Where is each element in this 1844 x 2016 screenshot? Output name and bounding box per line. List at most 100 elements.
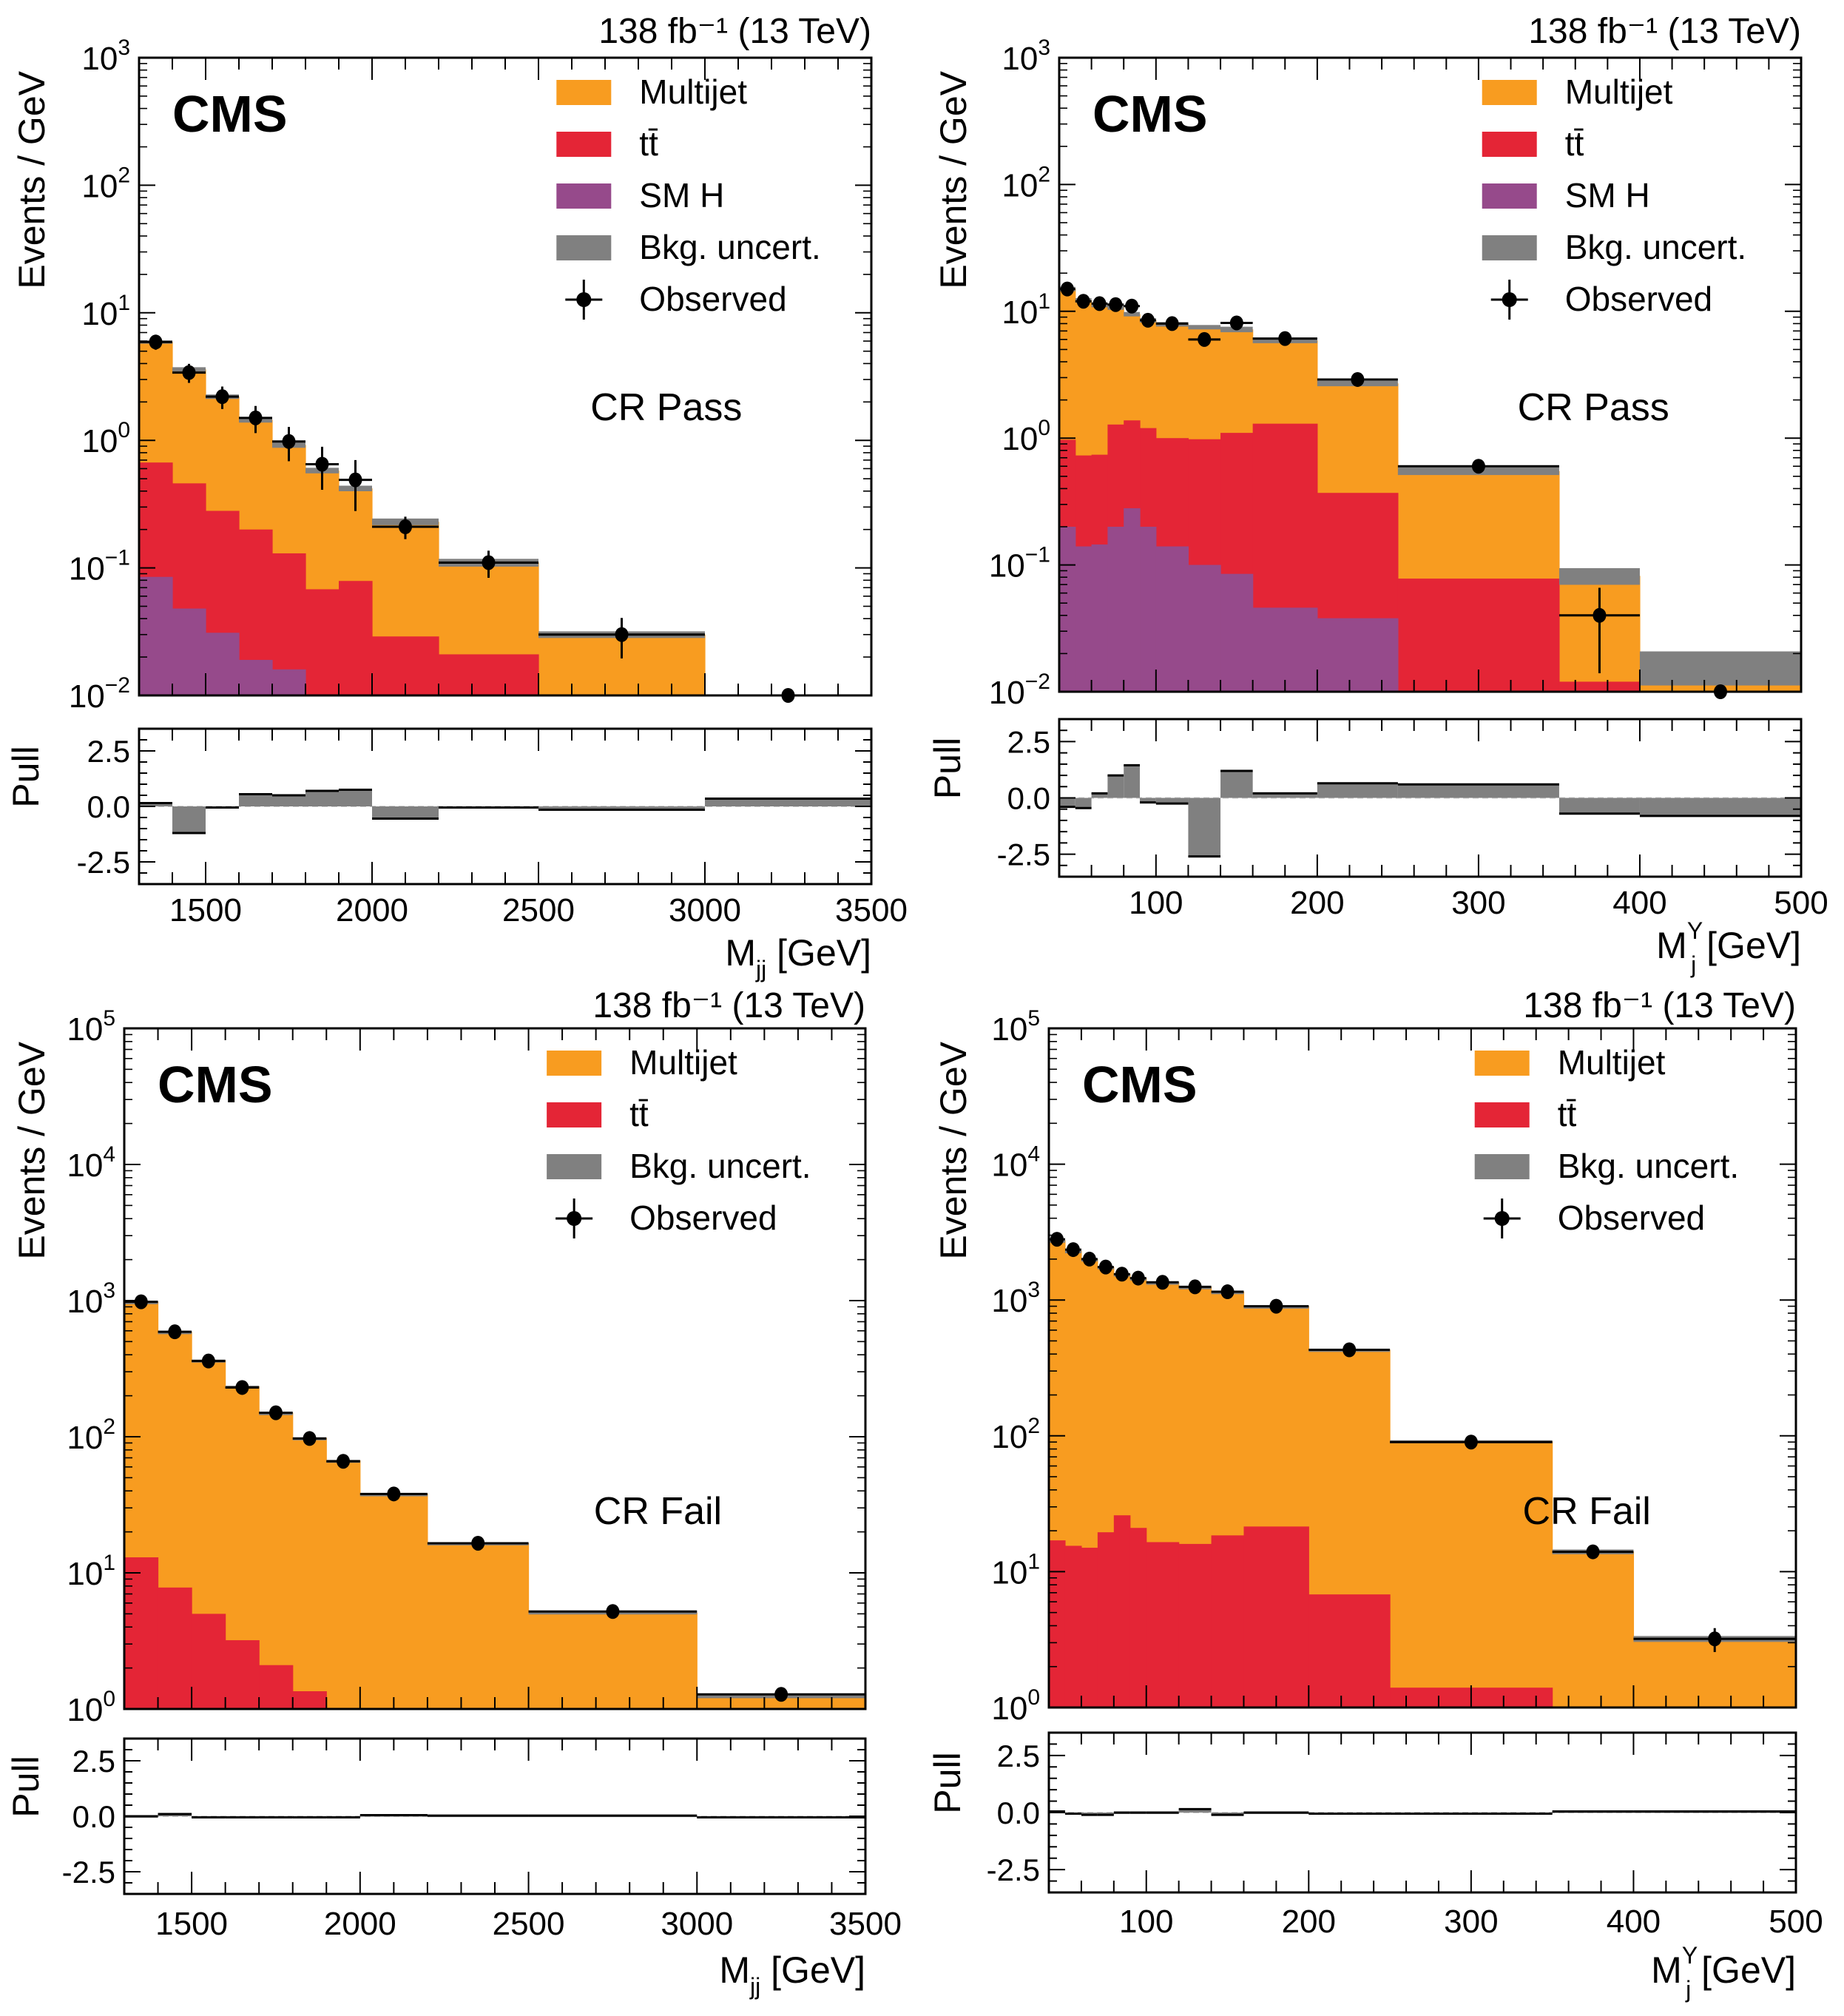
observed-point — [1220, 1284, 1235, 1300]
x-tick-label: 1500 — [169, 892, 242, 928]
main-frame — [1058, 56, 1803, 693]
x-tick-label: 2500 — [502, 892, 575, 928]
region-label: CR Pass — [1518, 386, 1669, 429]
observed-point — [1125, 298, 1139, 314]
y-tick-label: 102 — [81, 163, 130, 204]
uncert-band — [1639, 651, 1801, 686]
ttbar-bar — [1178, 1543, 1212, 1707]
x-tick-label: 100 — [1119, 1904, 1173, 1940]
pull-bar — [1211, 1813, 1244, 1816]
observed-point — [348, 472, 362, 488]
y-tick-base: 10 — [67, 1011, 103, 1048]
legend-swatch-multijet — [1474, 1051, 1530, 1076]
legend-swatch-uncert — [1482, 235, 1537, 260]
smh-bar — [1107, 527, 1124, 692]
y-tick-base: 10 — [989, 548, 1025, 584]
x-axis-title-main: M — [1656, 925, 1687, 966]
y-tick-exponent: 0 — [1027, 1685, 1040, 1710]
observed-point — [315, 456, 329, 472]
legend-label-observed: Observed — [1565, 280, 1712, 318]
legend-label-smh: SM H — [1565, 176, 1650, 215]
y-tick-exponent: −1 — [105, 546, 130, 570]
smh-bar — [1140, 527, 1157, 692]
x-axis-title: MY j [GeV] — [1651, 1942, 1796, 2003]
multijet-bar — [697, 1696, 866, 1709]
smh-bar — [1188, 564, 1221, 692]
legend-swatch-multijet — [556, 80, 612, 105]
y-tick-label: 101 — [67, 1551, 115, 1592]
observed-point — [337, 1454, 351, 1469]
legend-observed-marker — [1494, 1211, 1510, 1226]
pull-y-tick-label: 2.5 — [72, 1744, 115, 1779]
legend-swatch-uncert — [1474, 1154, 1530, 1179]
pull-y-tick-label: 2.5 — [997, 1739, 1040, 1773]
y-tick-base: 10 — [1002, 294, 1038, 331]
smh-bar — [1091, 544, 1109, 692]
legend-label-ttbar: tt̄ — [639, 124, 658, 163]
legend-label-observed: Observed — [1558, 1199, 1705, 1237]
observed-point — [134, 1294, 148, 1309]
observed-point — [149, 334, 163, 350]
smh-bar — [1155, 546, 1189, 692]
legend-label-observed: Observed — [639, 280, 786, 318]
pull-y-tick-label: -2.5 — [62, 1855, 115, 1889]
y-tick-base: 10 — [991, 1554, 1027, 1591]
observed-point — [1471, 459, 1485, 474]
y-axis-title: Events / GeV — [933, 70, 974, 289]
ttbar-bar — [1097, 1532, 1115, 1707]
observed-point — [1092, 296, 1107, 311]
pull-axis-title: Pull — [927, 1752, 968, 1813]
x-tick-label: 500 — [1774, 885, 1828, 921]
y-tick-label: 102 — [1002, 162, 1050, 203]
x-tick-label: 2000 — [336, 892, 408, 928]
legend-label-ttbar: tt̄ — [1565, 124, 1584, 163]
y-tick-label: 10−1 — [989, 543, 1050, 584]
y-tick-label: 100 — [67, 1687, 115, 1728]
ttbar-bar — [1146, 1542, 1180, 1707]
smh-bar — [1059, 527, 1076, 692]
x-axis-title-sup: Y — [1687, 917, 1703, 944]
x-tick-label: 300 — [1451, 885, 1505, 921]
pull-bar — [705, 798, 871, 806]
pull-axis-title: Pull — [5, 1756, 47, 1817]
pull-bar — [339, 789, 372, 806]
smh-bar — [272, 669, 306, 695]
pull-bar — [1558, 798, 1640, 814]
y-tick-label: 104 — [991, 1142, 1040, 1184]
pull-bar — [1397, 784, 1559, 798]
y-axis-title: Events / GeV — [933, 1041, 974, 1259]
x-axis-title-sub: jj — [749, 1973, 760, 2000]
y-tick-base: 10 — [67, 1556, 103, 1592]
pull-bar — [139, 803, 172, 806]
x-axis-title-unit: [GeV] — [1691, 1949, 1796, 1991]
lumi-label: 138 fb⁻¹ (13 TeV) — [1528, 12, 1801, 51]
observed-point — [1109, 297, 1123, 312]
legend-observed-marker — [576, 292, 592, 307]
ttbar-bar — [259, 1665, 294, 1709]
pull-bar — [1107, 775, 1124, 798]
y-tick-label: 103 — [991, 1278, 1040, 1319]
y-tick-exponent: −1 — [1025, 543, 1050, 567]
multijet-bar — [1552, 1551, 1635, 1707]
legend-swatch-ttbar — [1474, 1102, 1530, 1127]
smh-bar — [1252, 607, 1318, 692]
y-tick-label: 103 — [81, 36, 130, 77]
legend-swatch-uncert — [547, 1154, 602, 1179]
x-tick-label: 400 — [1612, 885, 1666, 921]
panel-top-left: 10−2 10−1 100 101 102 103 1500 2000 2500 3000 3500… — [0, 0, 922, 991]
observed-point — [615, 627, 629, 642]
y-tick-base: 10 — [991, 1147, 1027, 1184]
pull-bar — [1317, 783, 1398, 798]
observed-point — [282, 434, 296, 449]
y-tick-exponent: −2 — [105, 673, 130, 698]
panel-bottom-right: 100 101 102 103 104 105 100 200 300 400 500 2.5 0.0-… — [922, 986, 1844, 2012]
smh-bar — [1317, 618, 1399, 692]
smh-bar — [1075, 546, 1092, 692]
y-tick-label: 102 — [67, 1415, 115, 1456]
multijet-bar — [359, 1494, 428, 1709]
y-tick-exponent: 1 — [118, 291, 130, 315]
y-tick-exponent: 3 — [103, 1278, 115, 1303]
x-axis-title-unit: [GeV] — [760, 1949, 865, 1991]
ttbar-bar — [305, 589, 340, 695]
